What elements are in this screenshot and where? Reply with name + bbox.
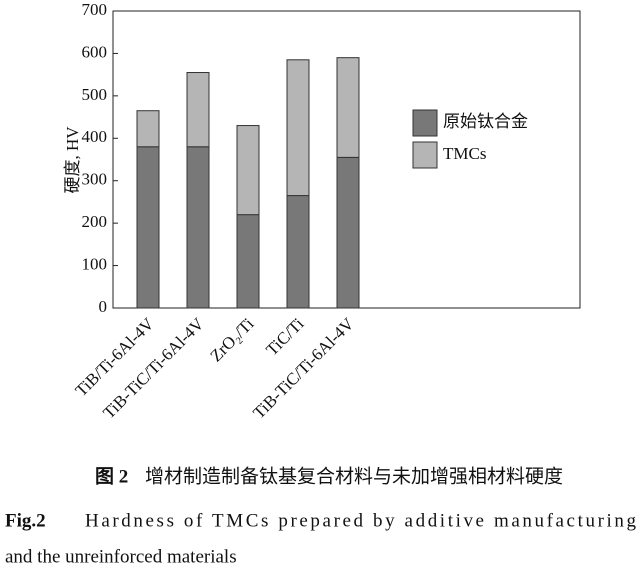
bar-segment [136,110,160,148]
bar-segment [236,214,260,309]
bar-segment [286,59,310,197]
y-tick-label: 100 [82,254,108,273]
y-tick-label: 300 [82,170,108,189]
caption-text: 增材制造制备钛基复合材料与未加增强相材料硬度 [145,465,563,487]
legend-swatch [412,141,438,169]
y-tick-label: 400 [82,127,108,146]
legend-label: TMCs [443,144,486,163]
y-axis-label: 硬度, HV [63,126,82,194]
y-tick-label: 200 [82,212,108,231]
bar-segment [236,125,260,216]
y-tick-label: 600 [82,42,108,61]
caption-label: Fig.2 [5,510,46,531]
bar-segment [336,57,360,158]
bar-segment [286,195,310,309]
caption-text: and the unreinforced materials [5,546,237,567]
bar-segment [336,156,360,309]
bar-segment [136,146,160,309]
legend-swatch [412,109,438,137]
bar-segment [186,146,210,309]
legend-label: 原始钛合金 [443,112,528,131]
x-tick-label: TiC/Ti [262,314,308,360]
y-tick-label: 0 [99,297,108,316]
caption-label: 图 2 [95,465,128,487]
y-tick-label: 700 [82,0,108,19]
bar-segment [186,72,210,148]
y-tick-label: 500 [82,85,108,104]
caption-text: Hardness of TMCs prepared by additive ma… [85,510,637,531]
x-tick-label: ZrO₂/Ti [206,314,257,365]
